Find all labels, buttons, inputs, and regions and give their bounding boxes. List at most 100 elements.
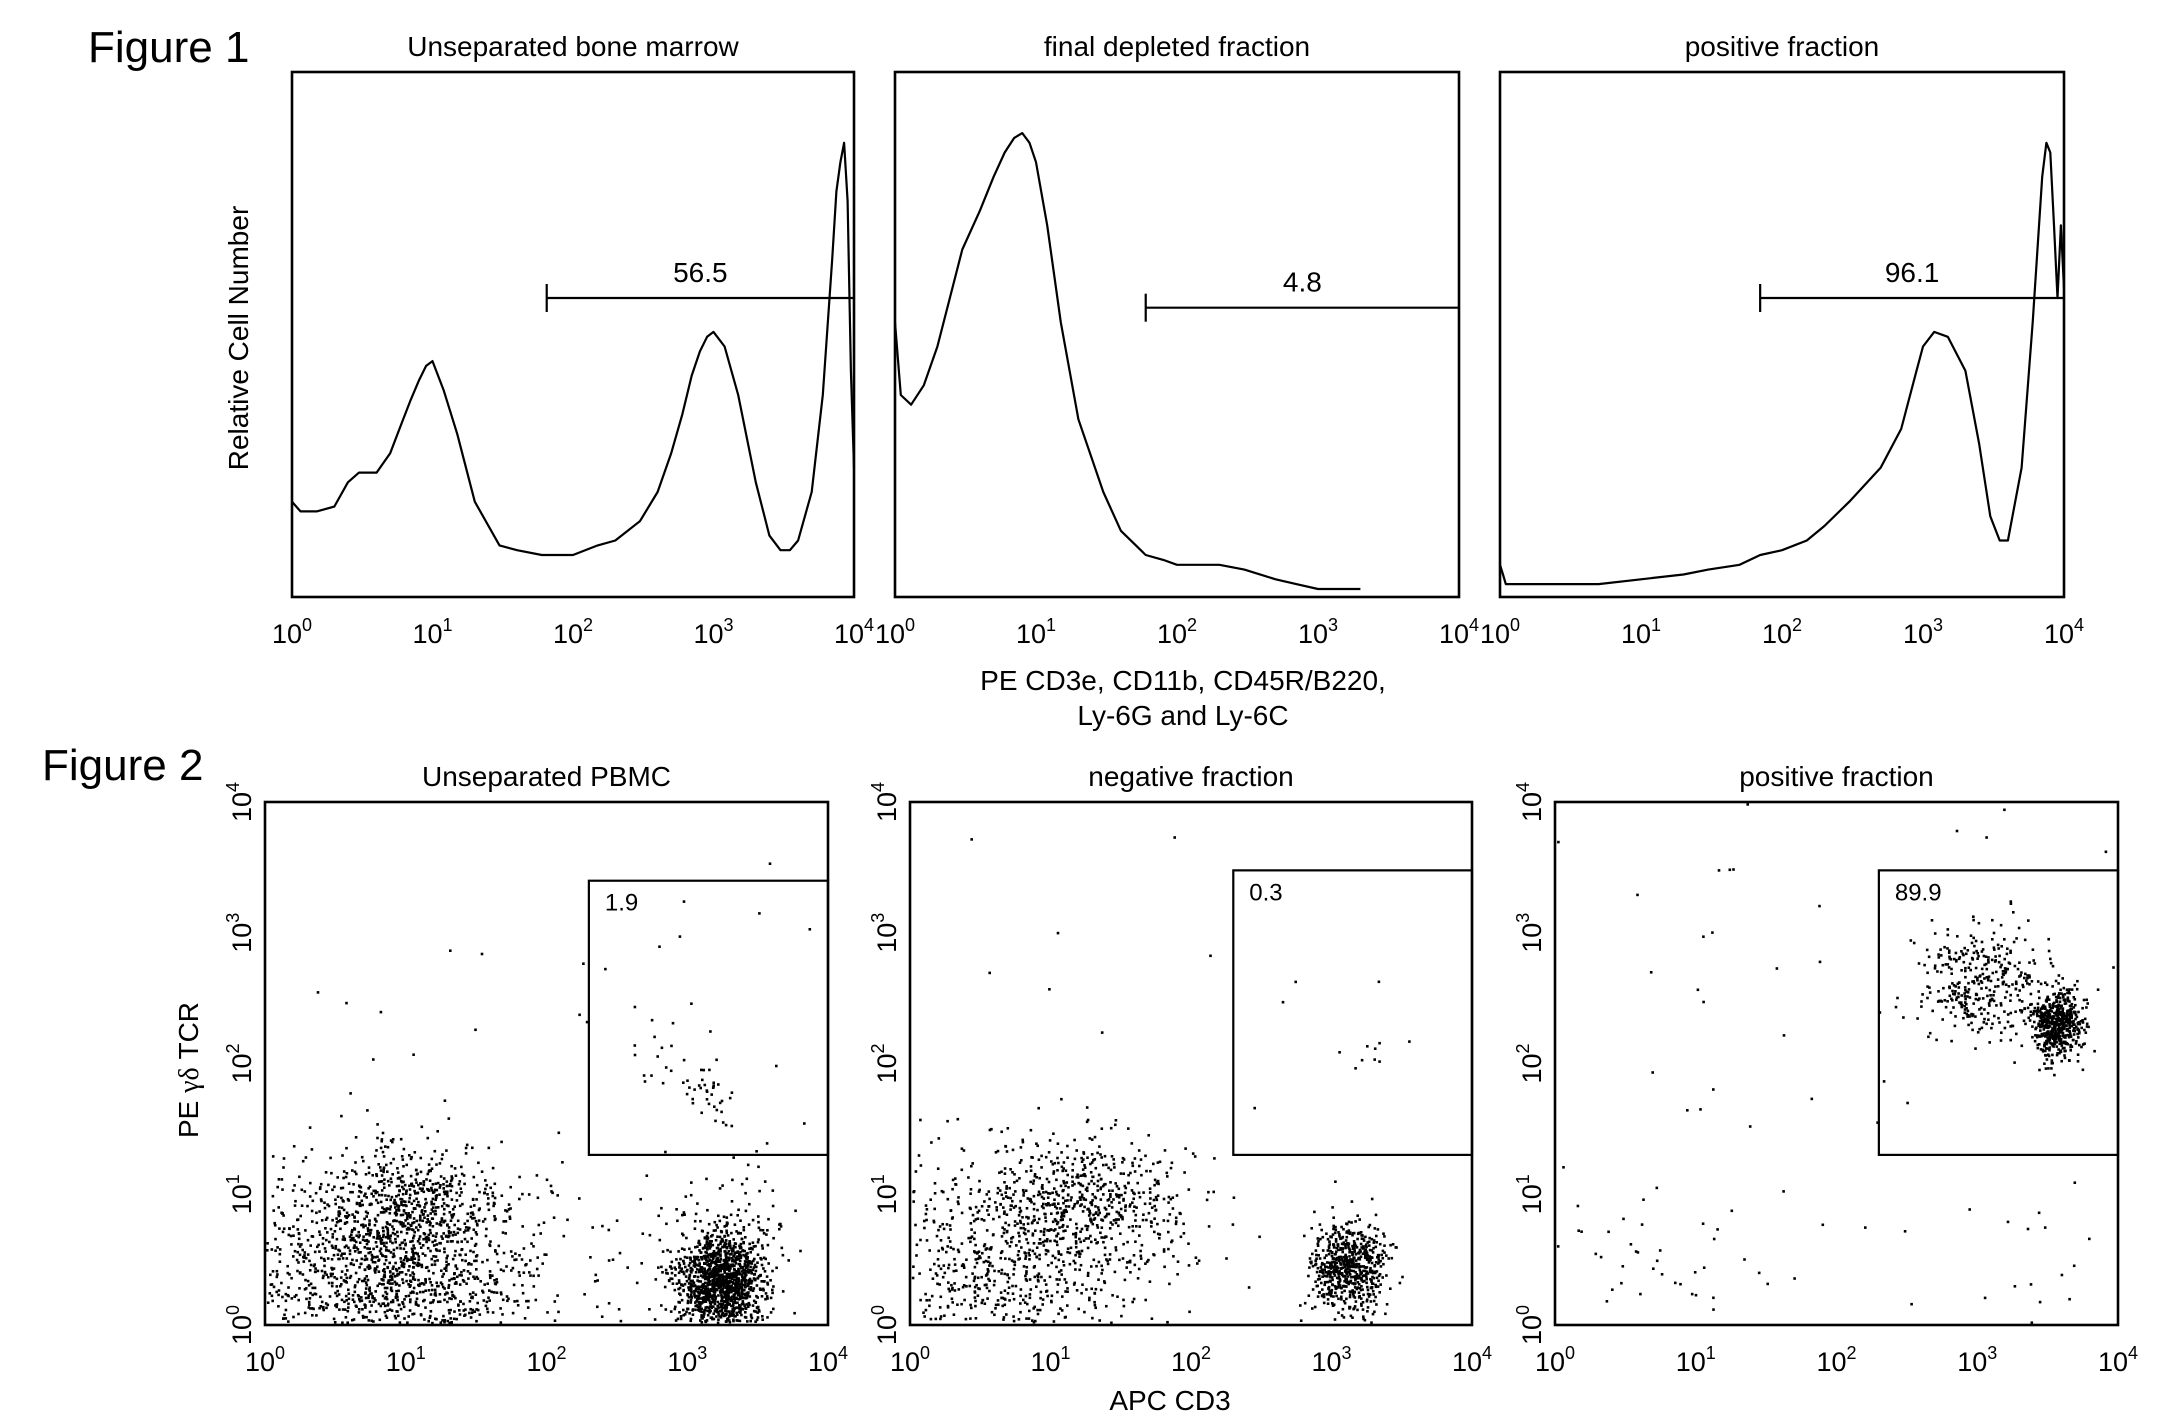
scatter-point xyxy=(1025,1255,1028,1258)
scatter-point xyxy=(411,1271,414,1274)
scatter-point xyxy=(443,1191,446,1194)
scatter-point xyxy=(697,1276,700,1279)
scatter-point xyxy=(341,1154,344,1157)
scatter-point xyxy=(337,1211,340,1214)
scatter-point xyxy=(1198,1259,1201,1262)
scatter-point xyxy=(409,1224,412,1227)
scatter-point xyxy=(1334,1318,1337,1321)
scatter-point xyxy=(279,1248,282,1251)
scatter-point xyxy=(1036,1209,1039,1212)
scatter-point xyxy=(1043,1234,1046,1237)
scatter-point xyxy=(1094,1304,1097,1307)
scatter-point xyxy=(396,1293,399,1296)
scatter-point xyxy=(444,1099,447,1102)
scatter-point xyxy=(308,1260,311,1263)
scatter-point xyxy=(1087,1272,1090,1275)
scatter-point xyxy=(462,1279,465,1282)
scatter-point xyxy=(364,1193,367,1196)
y-tick-label: 101 xyxy=(223,1174,257,1214)
scatter-point xyxy=(311,1294,314,1297)
scatter-point xyxy=(1103,1236,1106,1239)
scatter-point xyxy=(338,1308,341,1311)
scatter-point xyxy=(741,1273,744,1276)
scatter-point xyxy=(1132,1230,1135,1233)
scatter-point xyxy=(378,1270,381,1273)
scatter-point xyxy=(400,1260,403,1263)
scatter-point xyxy=(674,1289,677,1292)
scatter-point xyxy=(1074,1203,1077,1206)
scatter-point xyxy=(1188,1188,1191,1191)
scatter-point xyxy=(446,1195,449,1198)
scatter-point xyxy=(1113,1163,1116,1166)
scatter-point xyxy=(1114,1182,1117,1185)
scatter-point xyxy=(404,1243,407,1246)
scatter-point xyxy=(276,1186,279,1189)
scatter-point xyxy=(718,1303,721,1306)
scatter-point xyxy=(454,1167,457,1170)
scatter-point xyxy=(1133,1298,1136,1301)
scatter-point xyxy=(752,1304,755,1307)
scatter-point xyxy=(1090,1219,1093,1222)
scatter-point xyxy=(1053,1187,1056,1190)
scatter-point xyxy=(1323,1275,1326,1278)
scatter-point xyxy=(710,1255,713,1258)
scatter-point xyxy=(360,1224,363,1227)
figure-1-label: Figure 1 xyxy=(88,23,249,72)
scatter-point xyxy=(1401,1276,1404,1279)
scatter-point xyxy=(402,1193,405,1196)
scatter-point xyxy=(494,1183,497,1186)
scatter-point xyxy=(1049,1192,1052,1195)
scatter-point xyxy=(725,1239,728,1242)
scatter-point xyxy=(683,1262,686,1265)
scatter-point xyxy=(1042,1241,1045,1244)
scatter-point xyxy=(995,1206,998,1209)
scatter-point xyxy=(486,1308,489,1311)
x-tick-base: 10 xyxy=(1903,619,1933,649)
scatter-point xyxy=(486,1259,489,1262)
scatter-point xyxy=(677,1318,680,1321)
scatter-point xyxy=(556,1194,559,1197)
scatter-point xyxy=(1057,1142,1060,1145)
scatter-point xyxy=(746,1296,749,1299)
scatter-point xyxy=(292,1189,295,1192)
scatter-point xyxy=(1112,1198,1115,1201)
scatter-point xyxy=(1111,1189,1114,1192)
scatter-point xyxy=(411,1313,414,1316)
scatter-point xyxy=(1005,1185,1008,1188)
scatter-point xyxy=(1055,1266,1058,1269)
scatter-point xyxy=(1381,1276,1384,1279)
scatter-point xyxy=(712,1312,715,1315)
scatter-point xyxy=(311,1220,314,1223)
scatter-point xyxy=(1033,1215,1036,1218)
scatter-point xyxy=(494,1250,497,1253)
scatter-point xyxy=(741,1292,744,1295)
scatter-point xyxy=(1367,1306,1370,1309)
scatter-point xyxy=(746,1178,749,1181)
scatter-point xyxy=(298,1233,301,1236)
scatter-point xyxy=(509,1186,512,1189)
scatter-point xyxy=(389,1199,392,1202)
scatter-point xyxy=(420,1246,423,1249)
scatter-point xyxy=(695,1213,698,1216)
scatter-point xyxy=(1027,1252,1030,1255)
scatter-point xyxy=(688,1282,691,1285)
scatter-point xyxy=(432,1217,435,1220)
scatter-point xyxy=(442,1183,445,1186)
scatter-point xyxy=(706,1248,709,1251)
scatter-point xyxy=(1324,1281,1327,1284)
scatter-point xyxy=(1382,1232,1385,1235)
scatter-point xyxy=(1040,1276,1043,1279)
scatter-point xyxy=(996,1209,999,1212)
scatter-point xyxy=(1121,1161,1124,1164)
scatter-point xyxy=(1366,1257,1369,1260)
scatter-point xyxy=(313,1265,316,1268)
scatter-point xyxy=(1312,1288,1315,1291)
scatter-point xyxy=(634,1006,637,1009)
scatter-point xyxy=(355,1136,358,1139)
scatter-point xyxy=(1090,1180,1093,1183)
scatter-point xyxy=(1088,1183,1091,1186)
scatter-point xyxy=(689,1258,692,1261)
scatter-point xyxy=(423,1283,426,1286)
scatter-point xyxy=(770,1311,773,1314)
scatter-point xyxy=(403,1259,406,1262)
